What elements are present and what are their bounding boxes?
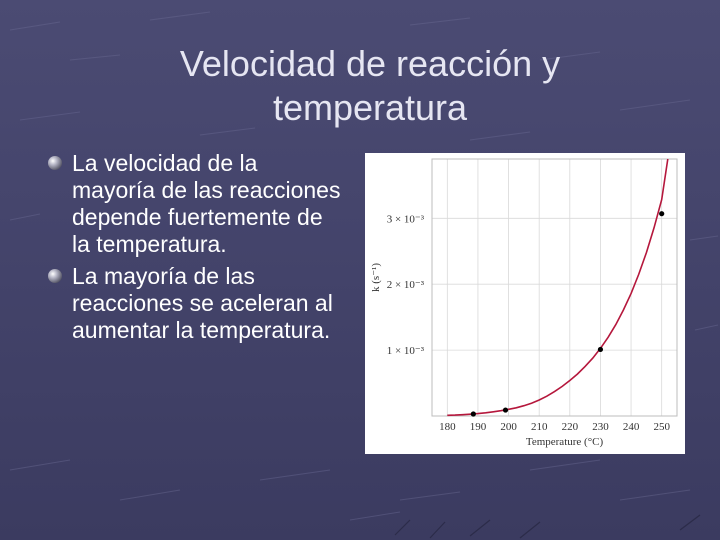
x-tick-label: 180	[439, 421, 456, 433]
x-tick-label: 250	[653, 421, 670, 433]
y-tick-label: 1 × 10⁻³	[387, 345, 425, 357]
data-point	[659, 211, 665, 217]
x-axis-label: Temperature (°C)	[526, 436, 604, 448]
data-point	[597, 346, 604, 353]
x-tick-label: 200	[500, 421, 517, 433]
plot-frame	[431, 158, 678, 417]
bullet-item-2: La mayoría de las reacciones se aceleran…	[44, 263, 344, 344]
slide-title: Velocidad de reacción y temperatura	[120, 42, 620, 130]
x-tick-label: 210	[531, 421, 548, 433]
y-axis-label: k (s⁻¹)	[370, 263, 382, 292]
rate-temperature-chart: 180 190 200 210 220 230 240 250 1 × 10⁻³ 2 × 10⁻³…	[365, 153, 685, 454]
data-point	[502, 407, 509, 413]
x-tick-label: 240	[623, 421, 640, 433]
chart-svg: 180 190 200 210 220 230 240 250 1 × 10⁻³ 2 × 10⁻³…	[370, 158, 678, 448]
slide-title-line-2: temperatura	[272, 87, 468, 128]
x-tick-label: 220	[562, 421, 579, 433]
y-tick-label: 3 × 10⁻³	[387, 213, 425, 225]
bullet-icon	[48, 156, 62, 170]
x-tick-label: 230	[592, 421, 609, 433]
bullet-text-1: La velocidad de la mayoría de las reacci…	[72, 150, 341, 257]
bullet-text-2: La mayoría de las reacciones se aceleran…	[72, 263, 333, 343]
slide-title-line-1: Velocidad de reacción y	[179, 43, 561, 84]
bullet-list: La velocidad de la mayoría de las reacci…	[44, 150, 344, 349]
x-tick-label: 190	[470, 421, 487, 433]
bullet-item-1: La velocidad de la mayoría de las reacci…	[44, 150, 344, 258]
y-tick-label: 2 × 10⁻³	[387, 279, 425, 291]
series-line	[447, 158, 669, 417]
data-point	[470, 411, 476, 417]
bullet-icon	[48, 269, 62, 283]
